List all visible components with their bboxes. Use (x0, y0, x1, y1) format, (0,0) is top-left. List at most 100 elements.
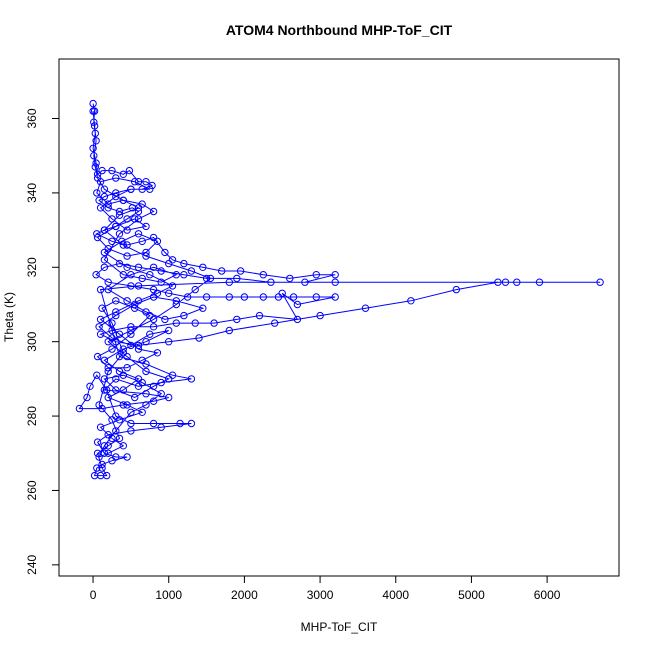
data-point (90, 118, 98, 126)
data-point (157, 278, 165, 286)
data-point (134, 263, 143, 271)
x-tick-label: 6000 (534, 588, 561, 602)
data-point (108, 434, 116, 443)
data-point (96, 423, 105, 431)
data-point (93, 189, 101, 197)
x-tick-label: 2000 (231, 588, 258, 602)
data-point (104, 431, 112, 439)
data-point (127, 408, 135, 416)
data-point (161, 248, 169, 257)
data-point (112, 311, 120, 320)
data-point (119, 442, 128, 450)
data-point (142, 338, 150, 346)
data-point (119, 386, 128, 394)
data-point (513, 278, 521, 286)
data-point (134, 382, 143, 390)
data-point (149, 419, 158, 428)
data-point (134, 230, 143, 238)
data-point (301, 278, 309, 286)
x-tick-label: 5000 (458, 588, 485, 602)
data-point (93, 449, 102, 457)
data-point (108, 326, 116, 335)
data-point (134, 178, 143, 186)
data-point (240, 293, 249, 301)
y-tick-label: 300 (25, 331, 39, 351)
data-point (316, 311, 324, 320)
data-point (98, 166, 106, 175)
data-point (165, 338, 173, 346)
data-point (138, 200, 146, 208)
data-point (108, 215, 116, 223)
data-point (100, 356, 109, 364)
data-point (199, 263, 207, 271)
data-point (233, 315, 241, 324)
data-point (153, 289, 162, 297)
data-point (104, 449, 112, 457)
data-point (148, 181, 156, 190)
data-point (108, 334, 116, 342)
y-tick-label: 240 (25, 555, 39, 575)
data-point (259, 293, 267, 301)
data-point (138, 185, 146, 193)
data-point (119, 371, 128, 379)
data-point (331, 293, 339, 301)
data-point (191, 285, 199, 294)
data-point (271, 319, 279, 327)
data-point (149, 233, 158, 242)
x-tick-label: 3000 (307, 588, 334, 602)
data-point (146, 330, 154, 338)
data-point (157, 267, 165, 275)
data-point (115, 352, 124, 361)
data-point (96, 330, 105, 338)
data-point (127, 323, 135, 331)
data-point (286, 274, 294, 283)
data-point (142, 360, 150, 368)
data-point (93, 438, 102, 446)
data-point (153, 349, 162, 357)
data-point (100, 248, 109, 257)
data-point (172, 271, 181, 279)
data-point (123, 215, 131, 223)
data-point (165, 326, 173, 335)
data-point (142, 248, 150, 257)
data-point (93, 233, 102, 242)
data-point (92, 271, 100, 279)
data-point (100, 256, 109, 264)
data-point (149, 315, 158, 324)
data-point (100, 263, 109, 271)
data-point (112, 427, 120, 435)
data-point (127, 427, 135, 435)
data-point (86, 382, 94, 390)
data-point (131, 178, 139, 186)
data-point (123, 352, 131, 361)
data-point (233, 274, 241, 283)
data-point (104, 393, 112, 402)
data-point (89, 107, 97, 115)
data-point (142, 367, 150, 376)
y-tick-label: 320 (25, 257, 39, 277)
data-point (108, 416, 116, 424)
data-point (93, 174, 102, 182)
plot-area (75, 99, 604, 480)
data-point (96, 285, 105, 294)
data-point (123, 297, 131, 305)
data-point (108, 237, 116, 246)
data-point (187, 375, 196, 383)
data-point (153, 237, 162, 246)
data-point (157, 423, 165, 431)
data-point (100, 386, 109, 394)
data-point (134, 375, 143, 383)
data-point (119, 345, 128, 353)
data-point (115, 367, 124, 376)
data-point (108, 457, 116, 465)
data-point (83, 393, 91, 402)
data-point (104, 338, 112, 346)
data-point (119, 349, 128, 357)
data-point (165, 393, 173, 402)
y-axis: 240 260 280 300 320 340 360 (25, 108, 59, 575)
data-point (168, 371, 177, 379)
data-point (98, 460, 106, 469)
data-point (138, 356, 146, 364)
